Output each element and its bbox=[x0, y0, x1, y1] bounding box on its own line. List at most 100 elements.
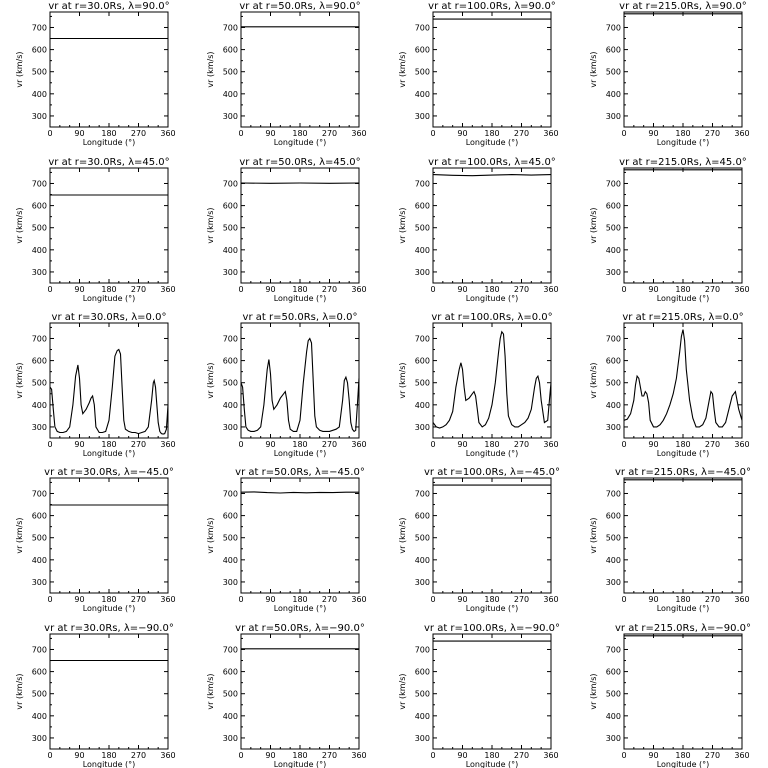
y-tick-label: 700 bbox=[415, 179, 430, 188]
series-line bbox=[432, 330, 552, 429]
y-tick-label: 500 bbox=[32, 68, 47, 77]
x-tick-label: 0 bbox=[47, 751, 52, 760]
y-tick-label: 300 bbox=[606, 423, 621, 432]
y-axis-label: vr (km/s) bbox=[206, 207, 215, 243]
x-tick-label: 180 bbox=[101, 440, 116, 449]
y-tick-label: 300 bbox=[32, 268, 47, 277]
x-tick-label: 270 bbox=[131, 751, 146, 760]
x-tick-label: 0 bbox=[621, 285, 626, 294]
chart-panel: vr at r=215.0Rs, λ=45.0° 0 90 180 270 360 300 4… bbox=[589, 157, 750, 303]
y-tick-label: 400 bbox=[223, 246, 238, 255]
y-axis-label: vr (km/s) bbox=[589, 517, 598, 553]
y-tick-label: 500 bbox=[223, 534, 238, 543]
y-tick-label: 600 bbox=[223, 202, 238, 211]
y-tick-label: 600 bbox=[606, 357, 621, 366]
y-tick-label: 300 bbox=[32, 734, 47, 743]
y-tick-label: 600 bbox=[223, 512, 238, 521]
y-tick-label: 500 bbox=[606, 379, 621, 388]
panel-title: vr at r=50.0Rs, λ=−45.0° bbox=[235, 467, 365, 478]
y-tick-label: 700 bbox=[32, 489, 47, 498]
series-line bbox=[49, 348, 169, 435]
x-tick-label: 0 bbox=[621, 595, 626, 604]
chart-panel: vr at r=100.0Rs, λ=−45.0° 0 90 180 270 360 300… bbox=[398, 467, 560, 613]
y-tick-label: 300 bbox=[415, 112, 430, 121]
y-tick-label: 500 bbox=[32, 224, 47, 233]
chart-panel: vr at r=100.0Rs, λ=−90.0° 0 90 180 270 360 300… bbox=[398, 623, 560, 768]
x-tick-label: 0 bbox=[238, 595, 243, 604]
y-tick-label: 300 bbox=[606, 112, 621, 121]
x-tick-label: 270 bbox=[322, 285, 337, 294]
y-tick-label: 500 bbox=[415, 68, 430, 77]
x-axis-label: Longitude (°) bbox=[657, 760, 710, 768]
x-tick-label: 360 bbox=[351, 285, 366, 294]
x-tick-label: 90 bbox=[74, 595, 84, 604]
panel-title: vr at r=30.0Rs, λ=−45.0° bbox=[44, 467, 174, 478]
chart-panel: vr at r=30.0Rs, λ=45.0° 0 90 180 270 360 300 40… bbox=[15, 157, 176, 303]
x-tick-label: 90 bbox=[74, 440, 84, 449]
chart-panel: vr at r=100.0Rs, λ=90.0° 0 90 180 270 360 300 4… bbox=[398, 1, 559, 147]
panel-title: vr at r=100.0Rs, λ=0.0° bbox=[431, 312, 552, 323]
panel-title: vr at r=100.0Rs, λ=45.0° bbox=[428, 157, 556, 168]
y-tick-label: 400 bbox=[32, 246, 47, 255]
plot-frame bbox=[240, 477, 360, 594]
series-line bbox=[240, 337, 360, 433]
panel-title: vr at r=50.0Rs, λ=0.0° bbox=[243, 312, 358, 323]
panel-title: vr at r=30.0Rs, λ=90.0° bbox=[48, 1, 169, 12]
plot-frame bbox=[432, 11, 552, 128]
y-tick-label: 600 bbox=[606, 202, 621, 211]
y-tick-label: 300 bbox=[606, 734, 621, 743]
x-tick-label: 180 bbox=[484, 285, 499, 294]
x-axis-label: Longitude (°) bbox=[83, 449, 136, 458]
plot-frame bbox=[432, 322, 552, 439]
x-tick-label: 360 bbox=[160, 440, 175, 449]
y-tick-label: 700 bbox=[415, 489, 430, 498]
y-tick-label: 500 bbox=[223, 224, 238, 233]
x-axis-label: Longitude (°) bbox=[657, 138, 710, 147]
x-tick-label: 360 bbox=[734, 440, 749, 449]
x-tick-label: 270 bbox=[514, 751, 529, 760]
x-tick-label: 360 bbox=[351, 440, 366, 449]
x-tick-label: 270 bbox=[514, 440, 529, 449]
x-tick-label: 180 bbox=[292, 129, 307, 138]
x-tick-label: 180 bbox=[675, 440, 690, 449]
plot-frame bbox=[240, 11, 360, 128]
x-tick-label: 90 bbox=[648, 285, 658, 294]
panel-title: vr at r=100.0Rs, λ=90.0° bbox=[428, 1, 556, 12]
y-axis-label: vr (km/s) bbox=[206, 51, 215, 87]
y-tick-label: 400 bbox=[32, 556, 47, 565]
x-tick-label: 180 bbox=[101, 285, 116, 294]
plot-frame bbox=[623, 167, 743, 284]
x-axis-label: Longitude (°) bbox=[83, 760, 136, 768]
x-tick-label: 0 bbox=[47, 285, 52, 294]
y-tick-label: 400 bbox=[32, 712, 47, 721]
x-tick-label: 360 bbox=[543, 285, 558, 294]
y-tick-label: 600 bbox=[415, 357, 430, 366]
y-tick-label: 500 bbox=[606, 690, 621, 699]
y-tick-label: 600 bbox=[32, 46, 47, 55]
x-tick-label: 360 bbox=[351, 129, 366, 138]
plot-frame bbox=[623, 633, 743, 750]
x-tick-label: 90 bbox=[265, 129, 275, 138]
x-tick-label: 270 bbox=[514, 285, 529, 294]
y-tick-label: 400 bbox=[415, 556, 430, 565]
x-tick-label: 90 bbox=[457, 595, 467, 604]
y-tick-label: 600 bbox=[32, 202, 47, 211]
y-tick-label: 600 bbox=[223, 357, 238, 366]
x-tick-label: 270 bbox=[514, 595, 529, 604]
y-tick-label: 700 bbox=[223, 489, 238, 498]
chart-panel: vr at r=30.0Rs, λ=0.0° 0 90 180 270 360 300 400… bbox=[15, 312, 176, 458]
y-tick-label: 600 bbox=[606, 668, 621, 677]
y-axis-label: vr (km/s) bbox=[589, 51, 598, 87]
chart-panel: vr at r=30.0Rs, λ=−90.0° 0 90 180 270 360 300 4… bbox=[15, 623, 176, 768]
x-tick-label: 360 bbox=[351, 751, 366, 760]
x-axis-label: Longitude (°) bbox=[657, 604, 710, 613]
y-tick-label: 300 bbox=[415, 268, 430, 277]
x-tick-label: 360 bbox=[160, 751, 175, 760]
y-tick-label: 400 bbox=[415, 90, 430, 99]
series-line bbox=[623, 329, 743, 428]
y-tick-label: 300 bbox=[32, 112, 47, 121]
x-tick-label: 90 bbox=[648, 595, 658, 604]
y-tick-label: 600 bbox=[32, 357, 47, 366]
y-tick-label: 400 bbox=[606, 90, 621, 99]
x-tick-label: 360 bbox=[734, 751, 749, 760]
